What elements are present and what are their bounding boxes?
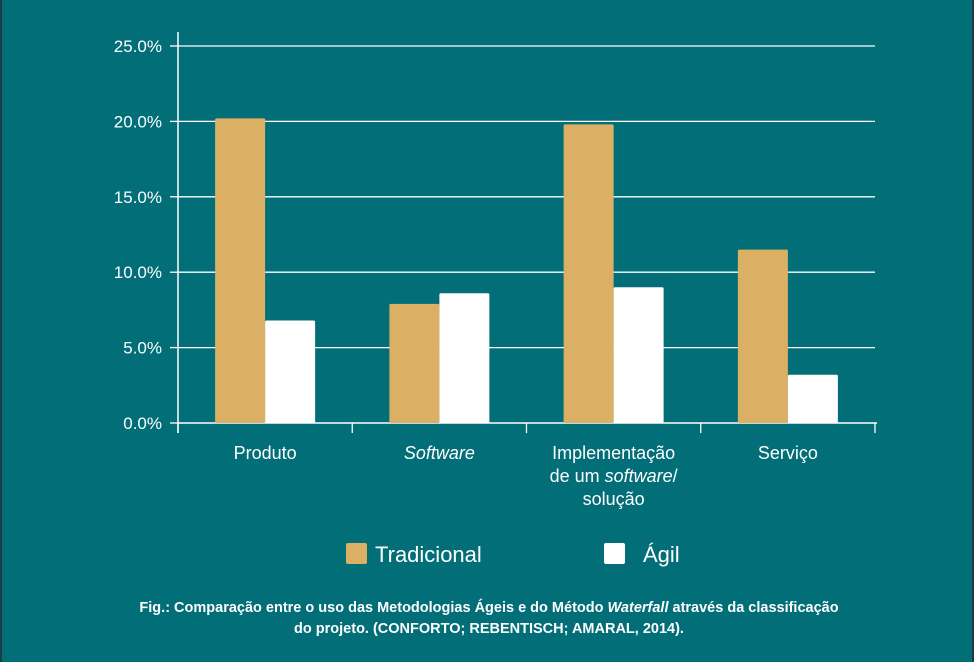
x-category-label: Implementação [552,443,675,463]
x-category-label: Serviço [758,443,818,463]
y-tick-label: 5.0% [123,339,162,358]
legend-swatch-ágil [604,543,625,564]
y-tick-label: 0.0% [123,414,162,433]
y-tick-label: 25.0% [114,37,162,56]
bar-tradicional [737,249,788,423]
legend-label: Ágil [643,542,680,567]
legend-swatch-tradicional [346,543,367,564]
y-tick-label: 10.0% [114,263,162,282]
caption-suffix: através da classificação [668,600,839,616]
y-tick-label: 15.0% [114,188,162,207]
bar-tradicional [389,303,440,423]
bar-tradicional [563,124,614,423]
caption-italic: Waterfall [607,600,669,616]
bar-ágil [439,293,490,423]
bar-tradicional [215,118,266,423]
x-category-label: Software [404,443,475,463]
x-category-label: Produto [234,443,297,463]
y-tick-label: 20.0% [114,112,162,131]
caption-line2: do projeto. (CONFORTO; REBENTISCH; AMARA… [294,621,684,637]
bar-ágil [265,320,316,423]
figure-caption: Fig.: Comparação entre o uso das Metodol… [42,598,936,640]
caption-prefix: Fig.: Comparação entre o uso das Metodol… [139,600,608,616]
bar-ágil [613,287,664,423]
bar-ágil [787,374,838,423]
legend-label: Tradicional [375,542,482,567]
x-category-label: de um software/ [550,466,678,486]
x-category-label: solução [583,489,645,509]
